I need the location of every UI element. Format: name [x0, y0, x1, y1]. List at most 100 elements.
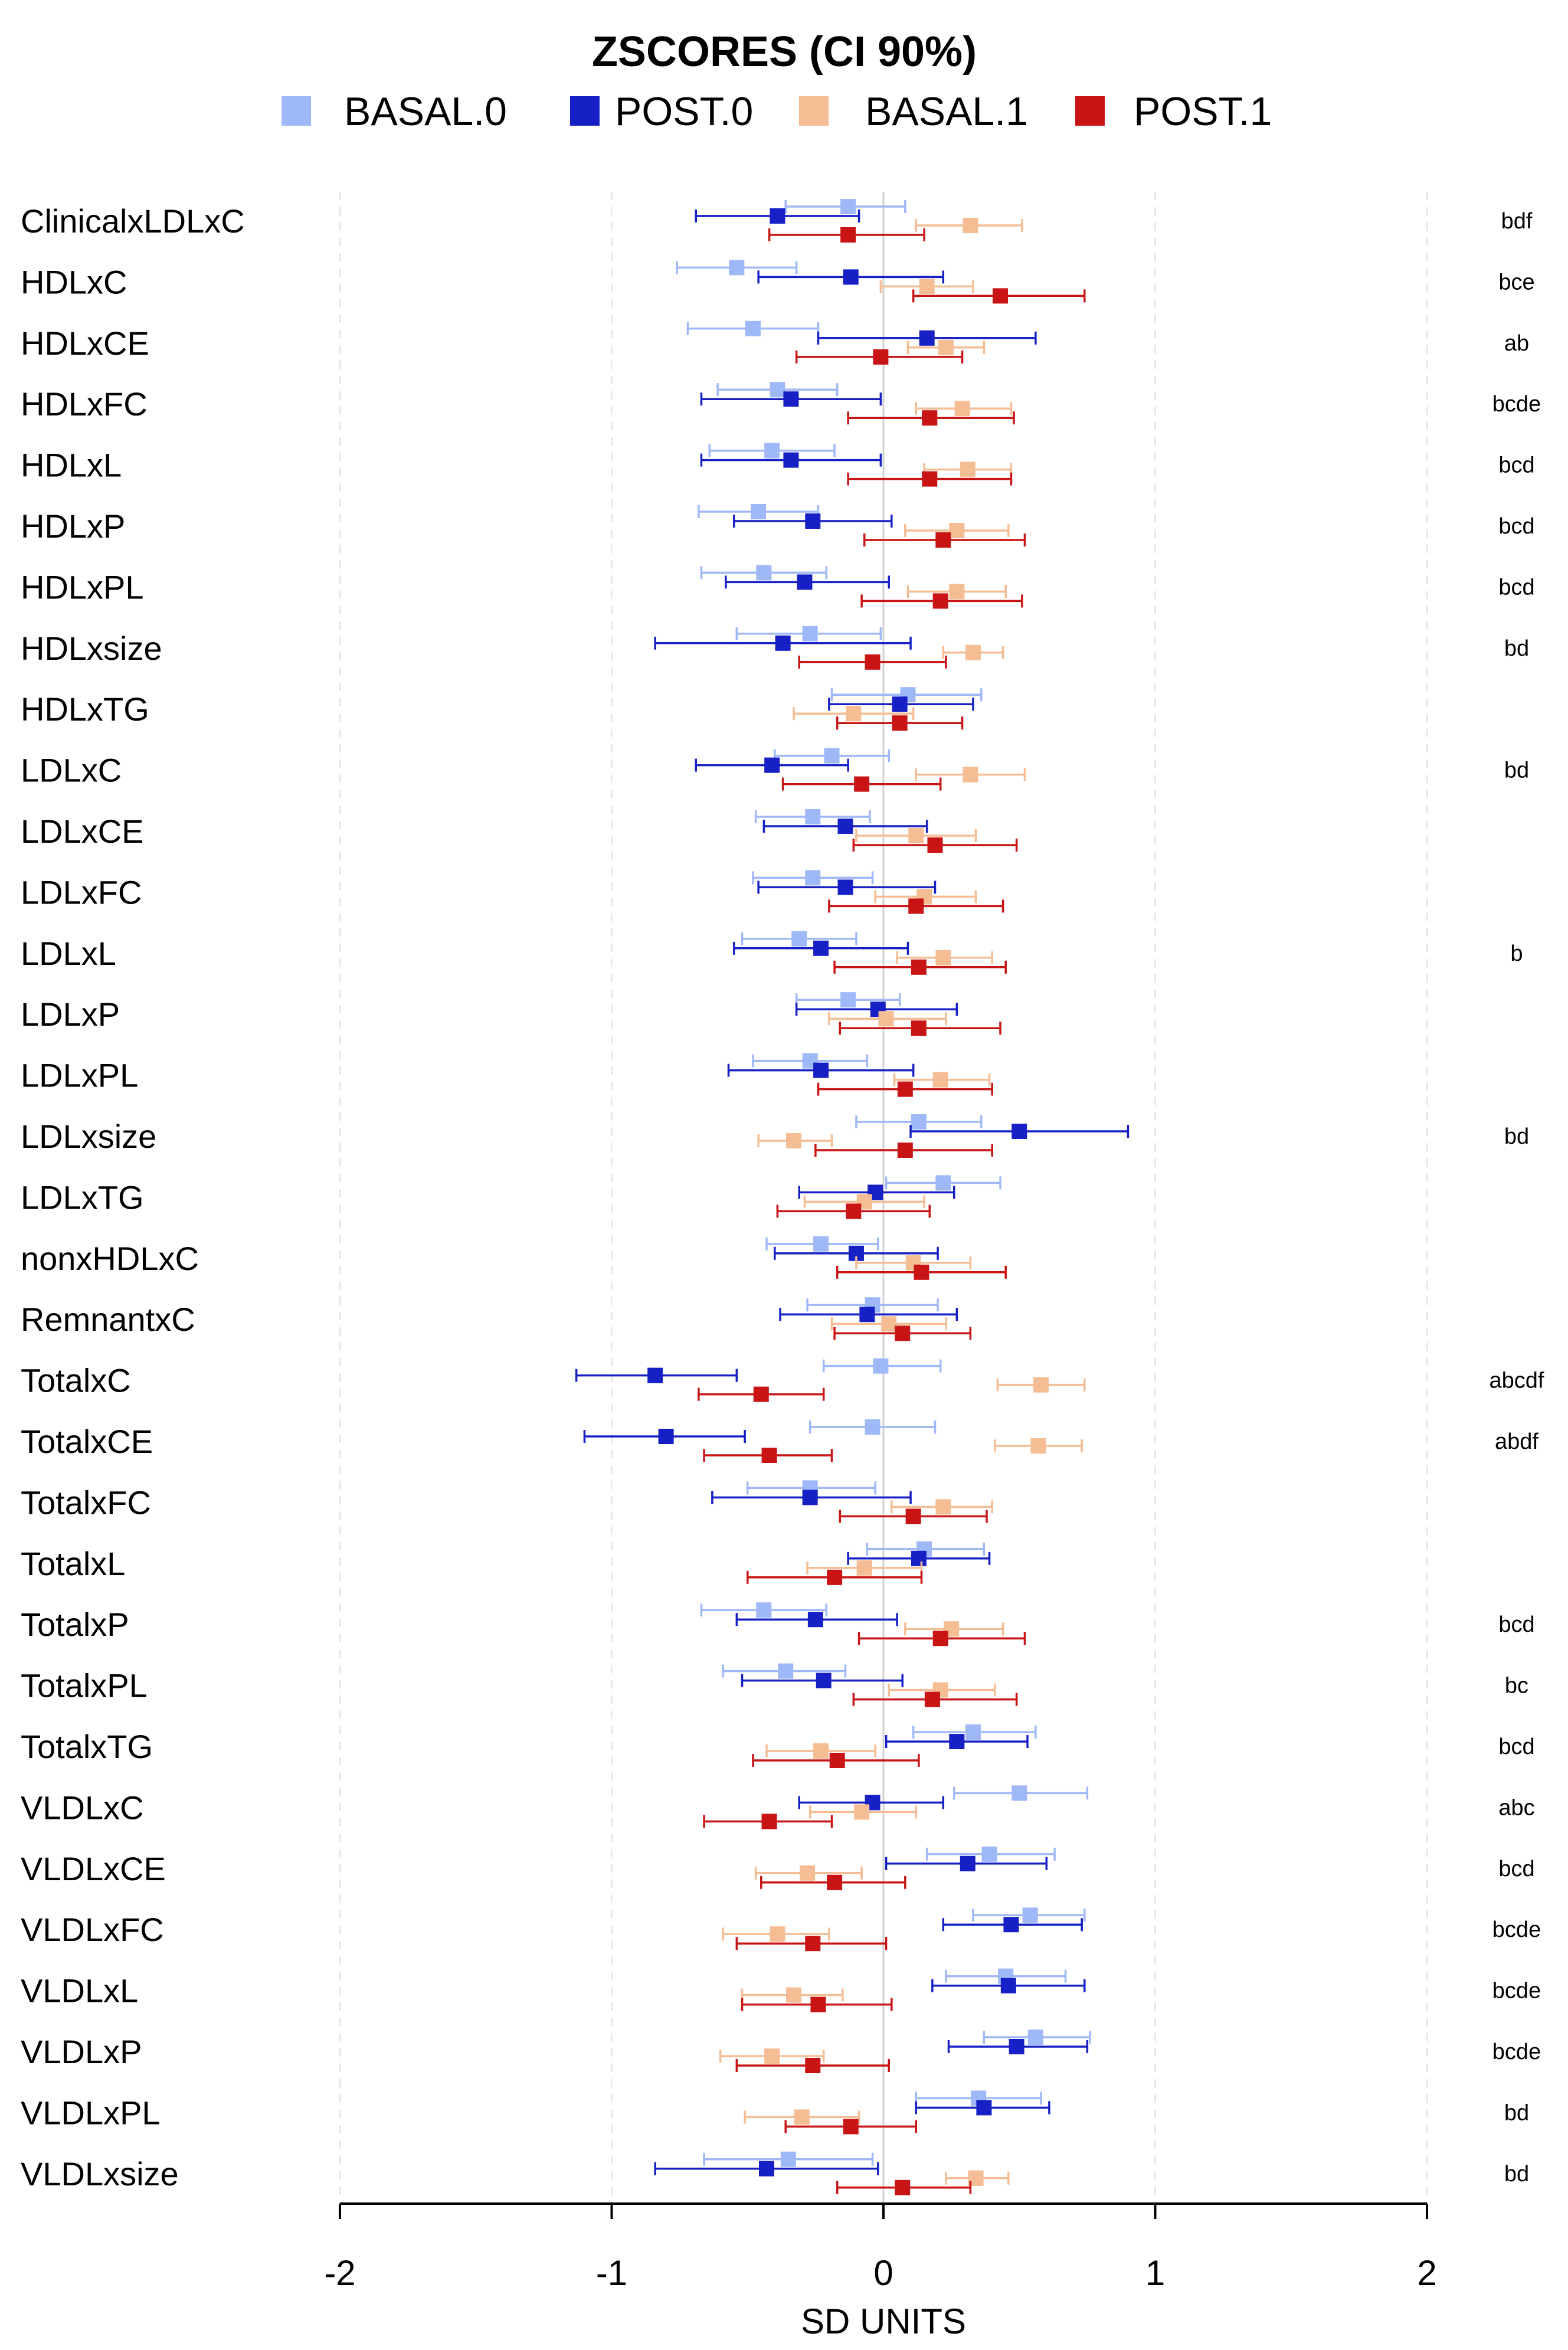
- point-basal-0: [764, 443, 780, 459]
- point-post-1: [993, 288, 1009, 304]
- point-post-1: [873, 349, 889, 365]
- point-post-0: [783, 391, 799, 407]
- row-ldlxc: LDLxC bd: [21, 748, 1529, 792]
- point-post-0: [647, 1367, 663, 1383]
- x-axis-title: SD UNITS: [801, 2302, 966, 2341]
- point-basal-0: [745, 320, 761, 336]
- significance-label: bcd: [1498, 1612, 1534, 1637]
- point-post-1: [805, 2058, 821, 2073]
- point-post-1: [911, 959, 927, 975]
- significance-label: bcd: [1498, 453, 1534, 478]
- point-post-1: [827, 1569, 843, 1585]
- significance-label: bcd: [1498, 575, 1534, 600]
- point-post-0: [919, 330, 935, 346]
- point-post-0: [813, 1062, 829, 1078]
- row-ldlxp: LDLxP: [21, 992, 1001, 1036]
- row-label: HDLxL: [21, 447, 122, 484]
- point-post-1: [854, 776, 870, 792]
- point-post-0: [758, 2161, 774, 2176]
- point-basal-1: [770, 1926, 785, 1942]
- point-basal-1: [786, 1987, 802, 2003]
- point-basal-1: [965, 644, 981, 660]
- point-basal-1: [786, 1133, 802, 1148]
- row-totalxfc: TotalxFC: [21, 1480, 993, 1524]
- point-post-1: [892, 715, 908, 731]
- row-hdlxpl: HDLxPL bcd: [21, 565, 1535, 609]
- x-axis: -2 -1 0 1 2 SD UNITS: [324, 2202, 1437, 2341]
- point-basal-1: [846, 706, 862, 722]
- row-label: TotalxCE: [21, 1423, 153, 1460]
- row-vldlxfc: VLDLxFC bcde: [21, 1907, 1541, 1952]
- row-vldlxce: VLDLxCE bcd: [21, 1846, 1535, 1890]
- point-post-1: [922, 410, 938, 426]
- significance-label: bd: [1504, 2100, 1529, 2125]
- row-ldlxtg: LDLxTG: [21, 1175, 1001, 1219]
- point-basal-0: [813, 1236, 829, 1252]
- point-basal-1: [881, 1316, 897, 1332]
- point-post-1: [840, 227, 856, 243]
- point-basal-0: [965, 1724, 981, 1740]
- row-label: VLDLxsize: [21, 2155, 179, 2192]
- legend-swatch-basal1: [799, 96, 829, 126]
- point-post-0: [805, 513, 821, 529]
- significance-label: bce: [1498, 270, 1534, 294]
- point-post-1: [935, 532, 951, 548]
- row-label: HDLxFC: [21, 385, 148, 423]
- point-post-0: [807, 1612, 823, 1628]
- row-label: LDLxFC: [21, 873, 142, 911]
- x-tick-label: 1: [1145, 2253, 1165, 2293]
- point-post-0: [770, 208, 785, 224]
- row-label: TotalxFC: [21, 1484, 151, 1521]
- row-label: TotalxPL: [21, 1667, 148, 1704]
- significance-label: bcd: [1498, 1734, 1534, 1759]
- point-basal-0: [802, 626, 818, 641]
- point-basal-1: [813, 1743, 829, 1759]
- point-basal-1: [935, 950, 951, 965]
- row-totalxtg: TotalxTG bcd: [21, 1724, 1535, 1768]
- point-basal-0: [865, 1419, 880, 1435]
- point-basal-1: [963, 767, 978, 783]
- row-vldlxc: VLDLxC abc: [21, 1785, 1535, 1829]
- row-ldlxl: LDLxL b: [21, 931, 1523, 975]
- significance-label: bdf: [1501, 209, 1533, 234]
- row-hdlxp: HDLxP bcd: [21, 504, 1535, 548]
- point-basal-0: [751, 504, 767, 519]
- significance-label: bcde: [1492, 1979, 1541, 2004]
- row-vldlxpl: VLDLxPL bd: [21, 2090, 1529, 2135]
- gridlines: [339, 192, 1428, 2204]
- row-hdlxtg: HDLxTG: [21, 687, 983, 731]
- row-hdlxce: HDLxCE ab: [21, 320, 1529, 365]
- row-label: HDLxsize: [21, 630, 162, 667]
- point-post-0: [949, 1734, 965, 1749]
- point-post-1: [895, 1325, 911, 1341]
- point-post-0: [960, 1855, 976, 1871]
- row-label: VLDLxC: [21, 1789, 144, 1826]
- point-post-1: [932, 1631, 948, 1647]
- point-post-0: [797, 574, 813, 590]
- row-label: HDLxP: [21, 508, 125, 545]
- row-vldlxp: VLDLxP bcde: [21, 2030, 1541, 2073]
- point-post-0: [775, 635, 791, 651]
- point-post-1: [895, 2179, 911, 2195]
- point-basal-0: [1027, 2030, 1043, 2045]
- point-post-1: [897, 1081, 913, 1097]
- row-label: TotalxTG: [21, 1728, 153, 1765]
- point-basal-0: [981, 1846, 997, 1862]
- significance-label: abc: [1498, 1795, 1534, 1820]
- row-label: LDLxP: [21, 996, 120, 1033]
- point-basal-0: [824, 748, 840, 764]
- row-totalxce: TotalxCE abdf: [21, 1419, 1538, 1463]
- row-totalxl: TotalxL: [21, 1541, 991, 1585]
- row-vldlxl: VLDLxL bcde: [21, 1968, 1541, 2012]
- x-tick-label: 0: [873, 2253, 893, 2293]
- point-post-0: [859, 1307, 875, 1323]
- point-post-0: [1009, 2039, 1024, 2054]
- point-basal-0: [756, 1602, 772, 1618]
- point-post-0: [837, 879, 853, 895]
- row-label: VLDLxL: [21, 1972, 138, 2009]
- point-basal-0: [791, 931, 807, 947]
- point-post-1: [932, 593, 948, 609]
- point-post-0: [813, 940, 829, 956]
- point-basal-0: [756, 565, 772, 581]
